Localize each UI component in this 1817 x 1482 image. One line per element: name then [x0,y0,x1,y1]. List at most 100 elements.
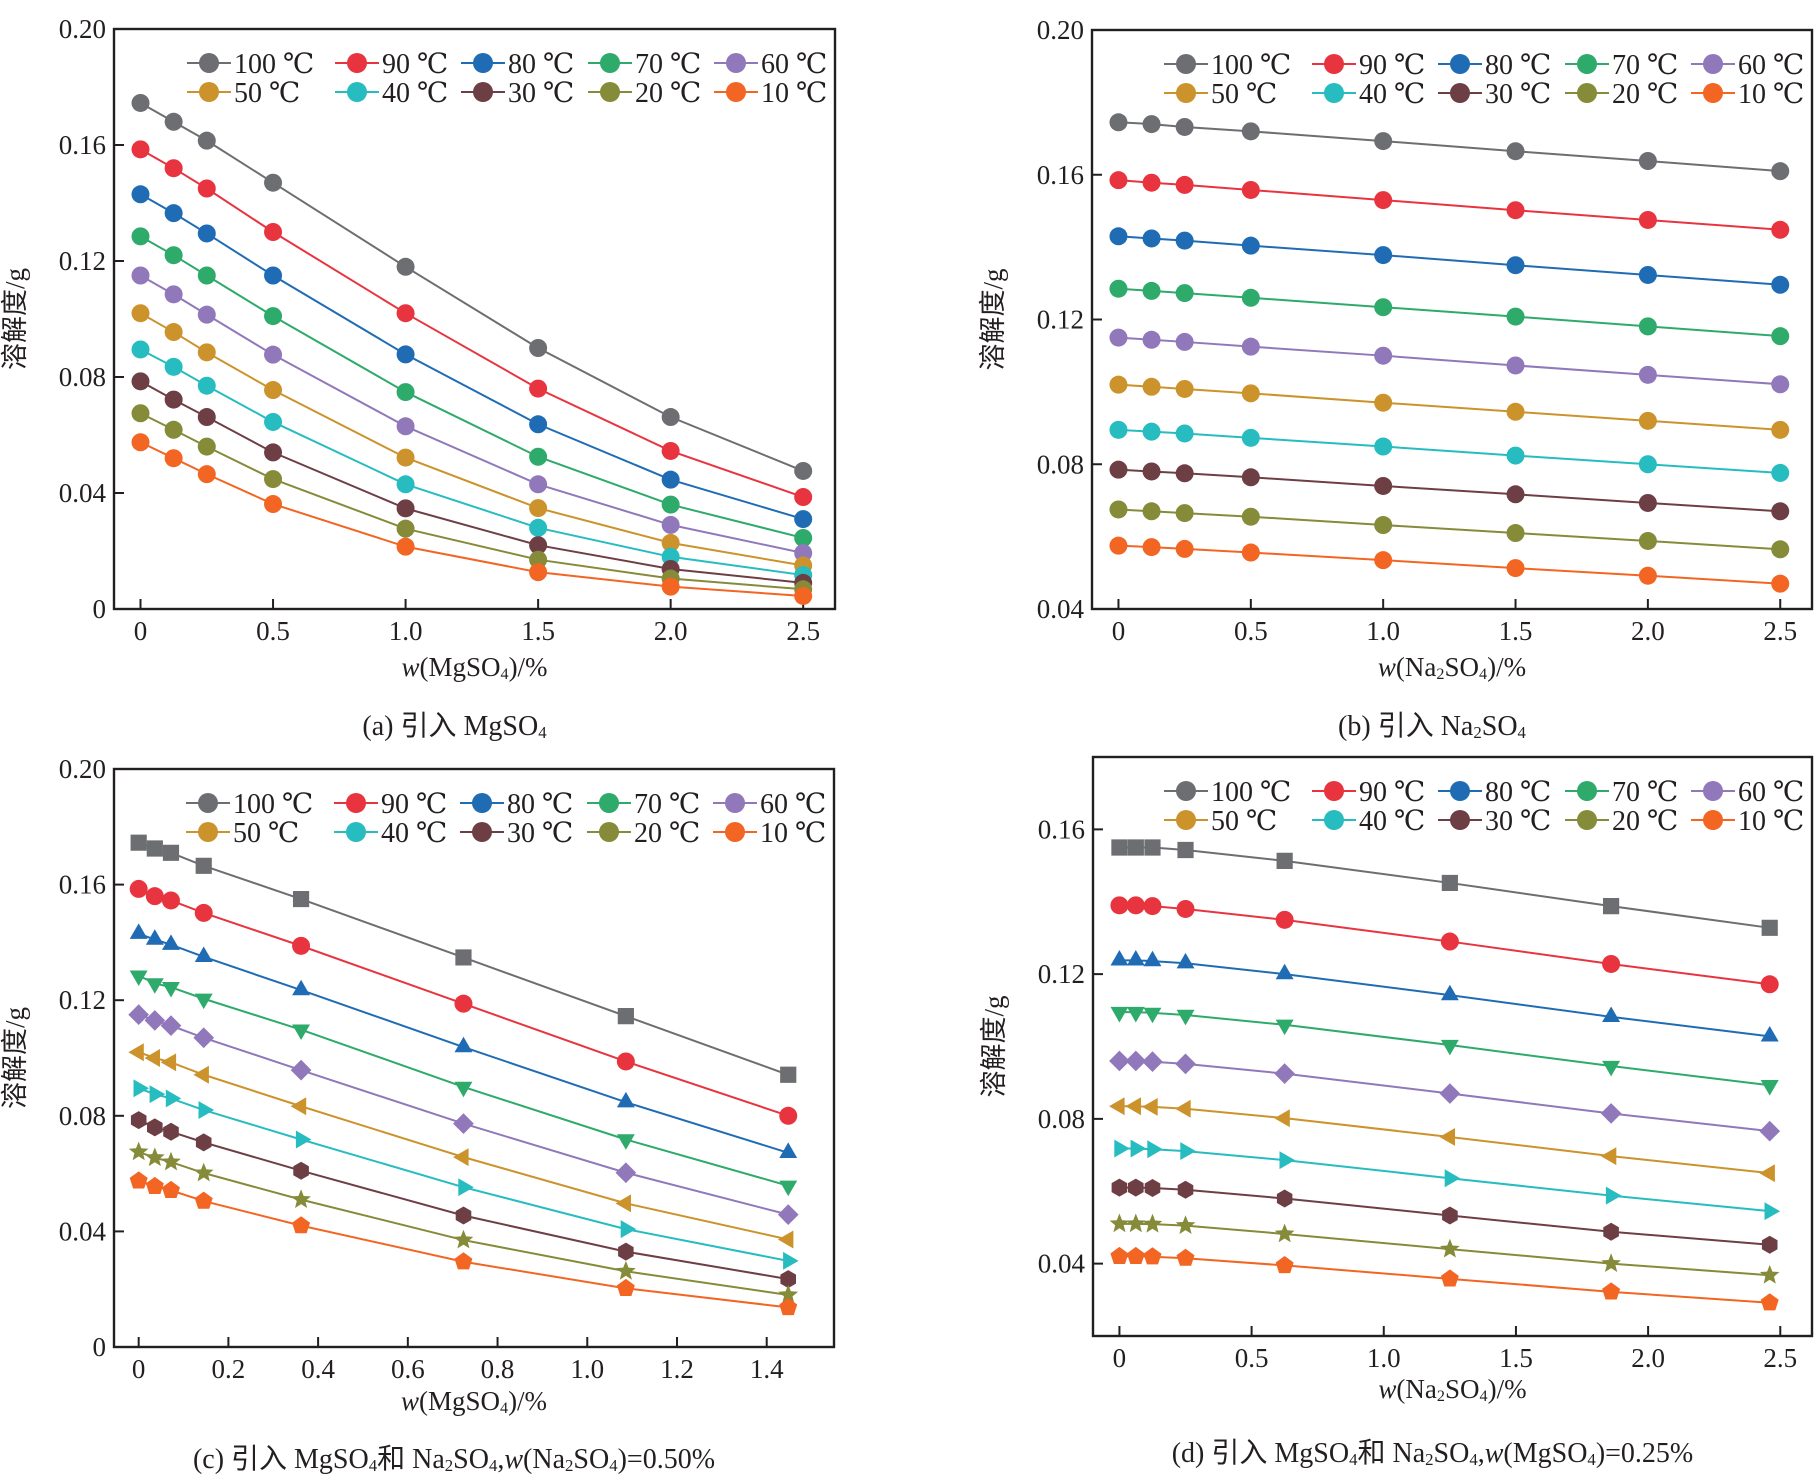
data-point [264,266,283,285]
data-point [1241,236,1260,255]
legend-item: 10 ℃ [1691,79,1804,110]
data-point [162,982,180,998]
legend-item: 70 ℃ [587,789,700,820]
y-tick-label: 0.20 [59,754,106,784]
series-60C [1109,328,1790,394]
series-line [1118,468,1781,513]
legend-marker [472,822,492,842]
data-point [1130,1139,1147,1158]
series-30C [130,1111,796,1289]
data-point [1603,1222,1619,1241]
data-point [164,204,183,223]
x-tick-label: 0 [1113,1343,1127,1373]
series-80C [1109,227,1790,294]
legend-marker [599,793,619,813]
series-100C [130,834,797,1083]
data-point [195,1133,212,1152]
legend-item: 90 ℃ [1312,777,1425,808]
legend-marker [1703,83,1723,103]
data-point [197,266,216,285]
data-point [1109,460,1128,479]
y-tick-label: 0 [93,594,107,624]
data-point [1142,1098,1158,1116]
data-point [1442,1206,1458,1225]
x-tick-label: 0.8 [481,1354,515,1384]
series-100C [1111,839,1778,936]
data-point [264,381,283,400]
x-tick-label: 1.0 [1367,1343,1401,1373]
data-point [164,159,183,178]
data-point [780,1270,796,1289]
data-point [193,1065,209,1084]
y-axis-label: 溶解度/g [0,1007,30,1109]
series-60C [1109,1050,1781,1142]
data-point [165,1089,182,1108]
data-point [264,412,283,431]
data-point [1605,1186,1622,1205]
data-point [618,1242,634,1261]
legend-label: 80 ℃ [1485,50,1551,81]
x-tick-label: 1.2 [660,1354,694,1384]
data-point [1374,551,1393,570]
data-point [1142,1213,1163,1233]
series-line [1118,287,1781,338]
legend-item: 90 ℃ [335,49,448,80]
data-point [783,1251,799,1270]
data-point [396,345,415,364]
data-point [295,1130,312,1149]
data-point [292,890,310,908]
x-tick-label: 2.5 [1763,1343,1797,1373]
legend-marker [1577,54,1597,74]
data-point [197,343,216,362]
series-line [1119,1147,1770,1213]
data-point [292,1216,311,1234]
data-point [778,1284,799,1304]
data-point [661,470,680,489]
data-point [1241,507,1260,526]
data-point [454,994,473,1013]
y-axis-label: 溶解度/g [0,268,30,370]
data-point [1506,559,1525,578]
data-point [1175,175,1194,194]
legend-item: 60 ℃ [713,789,826,820]
legend-marker [1703,810,1723,830]
data-point [396,417,415,436]
data-point [1374,132,1393,151]
data-point [454,1036,473,1053]
data-point [1109,1097,1125,1116]
data-point [1771,540,1790,559]
x-tick-label: 2.0 [1631,1343,1665,1373]
series-20C [1109,500,1790,559]
legend-marker [199,82,219,102]
series-line [140,148,804,499]
legend-marker [1450,781,1470,801]
data-point [1142,281,1161,300]
data-point [1638,151,1657,170]
legend-item: 50 ℃ [1164,806,1277,837]
series-80C [129,923,798,1158]
data-point [1110,896,1129,915]
legend-label: 70 ℃ [635,49,701,80]
data-point [1760,1080,1779,1096]
legend-label: 50 ℃ [234,78,300,109]
data-point [1771,162,1790,181]
legend-item: 30 ℃ [1438,79,1551,110]
legend-label: 80 ℃ [1485,777,1551,808]
data-point [1142,462,1161,481]
legend-item: 50 ℃ [187,78,300,109]
data-point [529,518,548,537]
data-point [1110,1246,1129,1264]
legend-label: 30 ℃ [507,818,573,849]
data-point [197,465,216,484]
legend-marker [198,822,218,842]
y-tick-label: 0.16 [59,870,106,900]
legend-label: 20 ℃ [635,78,701,109]
data-point [1274,1223,1295,1243]
data-point [1125,1097,1141,1116]
data-point [145,1176,164,1194]
series-80C [131,185,813,529]
legend-item: 80 ℃ [461,49,574,80]
data-point [194,1191,213,1209]
legend-label: 80 ℃ [507,789,573,820]
data-point [617,1007,634,1025]
